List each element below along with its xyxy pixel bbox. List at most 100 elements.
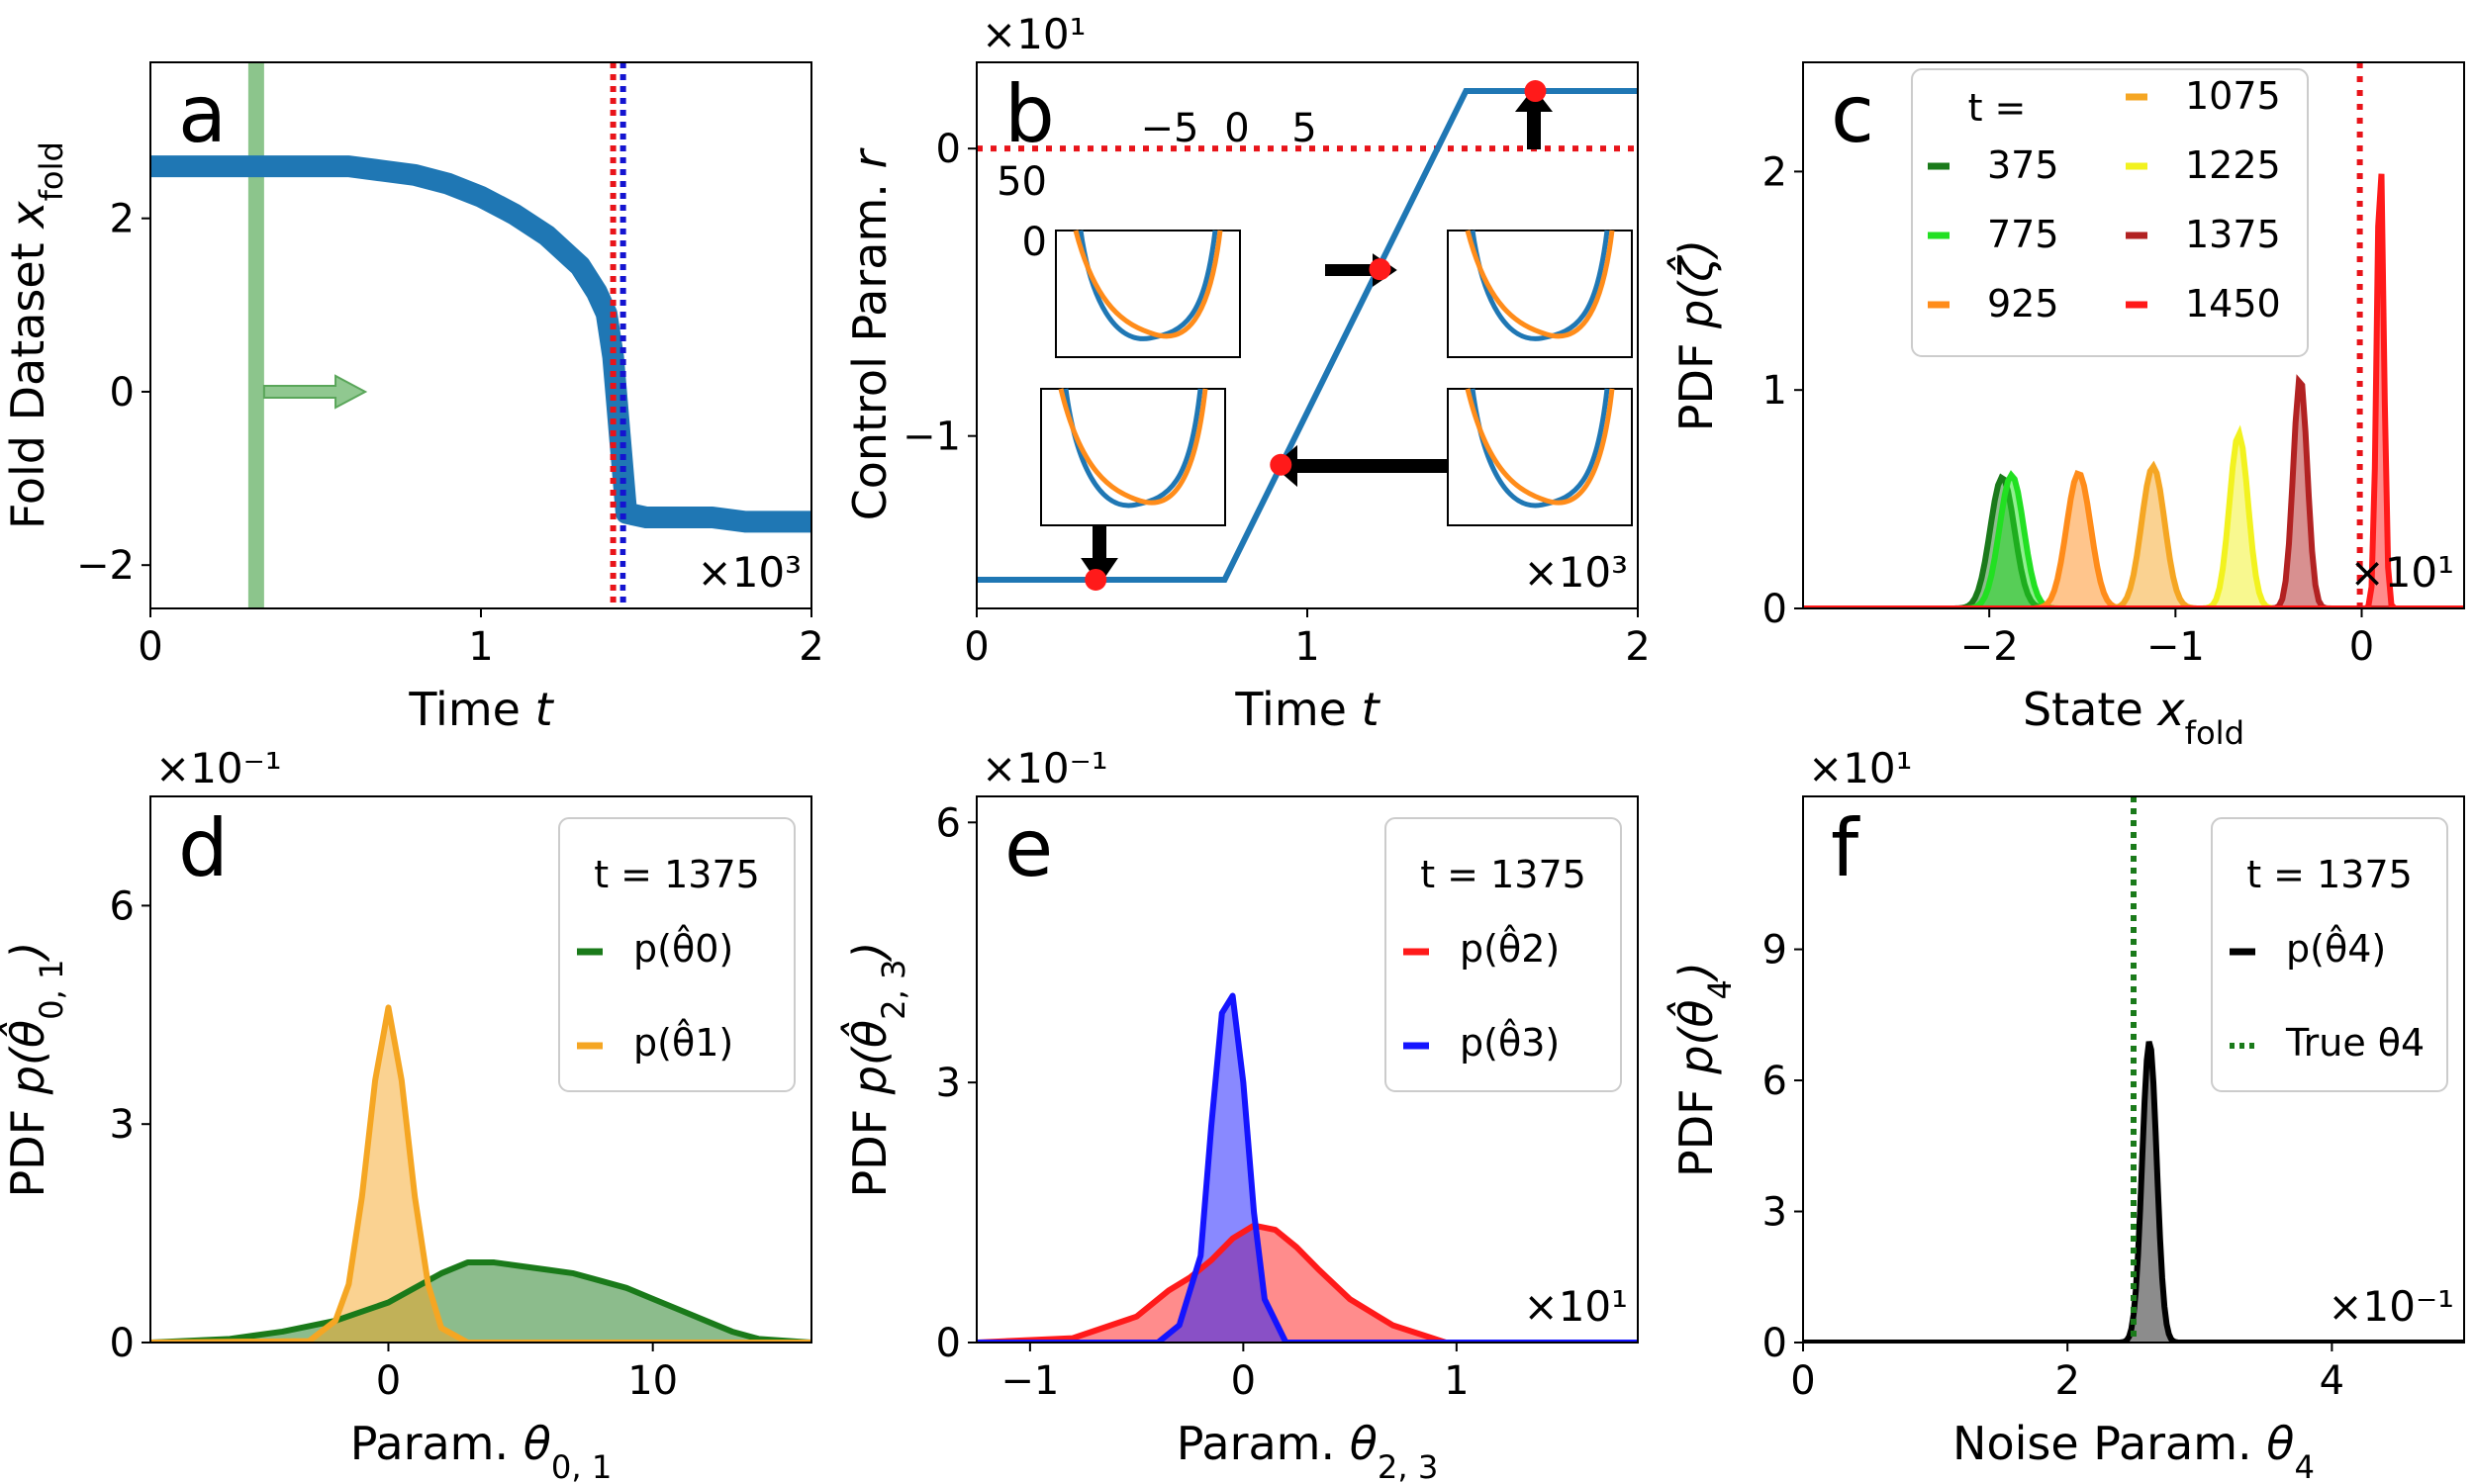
x-tick-label: 0 xyxy=(138,624,162,670)
legend: t = 1375 p(θ̂0) p(θ̂1) xyxy=(558,817,796,1092)
legend-frame xyxy=(2211,817,2448,1092)
inset-xtick-label: 0 xyxy=(1224,106,1249,151)
y-axis-label: PDF p(θ̂4) xyxy=(1666,962,1739,1177)
panel-c: −2 −1 0 0 1 2 State xfold PDF p(ζ̂) c ×10¹ t = 375 7… xyxy=(1666,61,2465,752)
axes-frame xyxy=(1802,61,2465,609)
legend-label: 925 xyxy=(1987,282,2059,325)
panel-e: −1 0 1 0 3 6 Param. θ2, 3 PDF p(θ̂2, 3) e ×10⁻¹ ×1… xyxy=(840,744,1639,1484)
x-tick-label: 10 xyxy=(627,1358,678,1404)
legend-frame xyxy=(1911,68,2309,357)
y-tick-label: 0 xyxy=(1762,1321,1787,1366)
arrow-to-marker xyxy=(1514,87,1554,149)
inset-curve-orange xyxy=(1465,230,1615,339)
inset-ytick-label: 50 xyxy=(997,159,1047,205)
x-tick-label: 2 xyxy=(799,624,823,670)
legend-label: 1375 xyxy=(2185,213,2281,256)
y-tick-label: 3 xyxy=(936,1061,961,1106)
x-tick-label: 1 xyxy=(1444,1358,1469,1404)
density-line-0 xyxy=(150,1259,811,1343)
legend: t = 1375 p(θ̂4) True θ4 xyxy=(2211,817,2448,1092)
inset-potential-4 xyxy=(1447,388,1633,526)
y-axis-label: Control Param. r xyxy=(843,147,897,521)
inset-curve-blue xyxy=(1078,230,1218,341)
y-multiplier: ×10⁻¹ xyxy=(982,744,1108,792)
y-tick-label: 2 xyxy=(1762,149,1787,195)
legend-label: p(θ̂3) xyxy=(1460,1019,1560,1065)
x-axis-label: Param. θ0, 1 xyxy=(350,1417,613,1484)
x-axis-label: Time t xyxy=(408,683,554,736)
red-marker xyxy=(1524,80,1547,103)
y-tick-label: −2 xyxy=(76,543,135,589)
x-tick-label: 0 xyxy=(376,1358,401,1404)
series-line xyxy=(150,155,811,533)
y-axis-label: PDF p(ζ̂) xyxy=(1666,239,1723,431)
y-multiplier: ×10⁻¹ xyxy=(155,744,282,792)
density-line-1 xyxy=(977,992,1638,1343)
y-tick-label: 6 xyxy=(110,883,135,929)
y-axis-label: PDF p(θ̂2, 3) xyxy=(840,942,912,1198)
red-marker xyxy=(1085,568,1107,591)
panel-letter: c xyxy=(1831,68,1874,160)
inset-curve-blue xyxy=(1470,388,1610,509)
legend-title: t = 1375 xyxy=(594,853,760,896)
legend-title: t = 1375 xyxy=(1420,853,1586,896)
panel-letter: d xyxy=(178,802,229,894)
shaded-band xyxy=(247,62,264,608)
x-tick-label: 0 xyxy=(964,624,989,670)
x-multiplier: ×10¹ xyxy=(2350,548,2454,597)
red-marker xyxy=(1270,453,1292,476)
density-line xyxy=(1803,1041,2464,1343)
x-multiplier: ×10³ xyxy=(1524,548,1628,597)
plot-area xyxy=(150,62,811,608)
y-multiplier: ×10¹ xyxy=(1808,744,1912,792)
inset-curve-blue xyxy=(1470,230,1610,341)
plot-area xyxy=(150,1004,811,1343)
y-tick-label: 3 xyxy=(1762,1190,1787,1236)
legend-label: p(θ̂2) xyxy=(1460,925,1560,971)
legend-frame xyxy=(1384,817,1622,1092)
density-line-1 xyxy=(150,1004,811,1343)
y-axis-label: Fold Dataset xfold xyxy=(1,141,70,529)
x-axis-label: Time t xyxy=(1234,683,1380,736)
x-tick-label: −1 xyxy=(2146,624,2205,670)
red-marker xyxy=(1369,258,1391,281)
density-fill-0 xyxy=(150,1262,811,1343)
legend-label: True θ4 xyxy=(2285,1021,2425,1065)
arrow-to-marker xyxy=(1081,524,1118,586)
axes-frame xyxy=(149,795,812,1344)
x-multiplier: ×10³ xyxy=(698,548,802,597)
inset-xtick-label: −5 xyxy=(1141,106,1199,151)
x-tick-label: 0 xyxy=(1790,1358,1815,1404)
x-multiplier: ×10¹ xyxy=(1524,1282,1628,1331)
legend-frame xyxy=(558,817,796,1092)
x-multiplier: ×10⁻¹ xyxy=(2328,1282,2454,1331)
plot-area xyxy=(1803,796,2464,1343)
x-axis-label: Param. θ2, 3 xyxy=(1177,1417,1439,1484)
y-axis-label: PDF p(θ̂0, 1) xyxy=(0,942,70,1198)
y-tick-label: 0 xyxy=(110,370,135,416)
inset-ytick-label: 0 xyxy=(1022,220,1047,265)
legend: t = 1375 p(θ̂2) p(θ̂3) xyxy=(1384,817,1622,1092)
y-tick-label: 6 xyxy=(936,800,961,846)
legend-label: 775 xyxy=(1987,213,2059,256)
legend-label: 375 xyxy=(1987,143,2059,187)
legend-label: 1225 xyxy=(2185,143,2281,187)
x-tick-label: 0 xyxy=(2349,624,2374,670)
y-tick-label: 9 xyxy=(1762,928,1787,974)
x-axis-label: Noise Param. θ4 xyxy=(1952,1417,2315,1484)
y-multiplier: ×10¹ xyxy=(982,10,1086,58)
panel-f: 0 2 4 0 3 6 9 Noise Param. θ4 PDF p(θ̂4) f ×10¹ ×10… xyxy=(1666,744,2465,1484)
axes-frame xyxy=(1802,795,2465,1344)
panel-letter: b xyxy=(1004,68,1055,160)
y-tick-label: −1 xyxy=(903,415,961,460)
y-tick-label: 0 xyxy=(1762,587,1787,632)
legend-label: 1075 xyxy=(2185,74,2281,118)
panel-letter: a xyxy=(178,68,227,160)
right-arrow xyxy=(262,374,368,410)
y-tick-label: 3 xyxy=(110,1102,135,1148)
plot-area xyxy=(977,992,1638,1343)
panel-letter: f xyxy=(1831,802,1860,894)
